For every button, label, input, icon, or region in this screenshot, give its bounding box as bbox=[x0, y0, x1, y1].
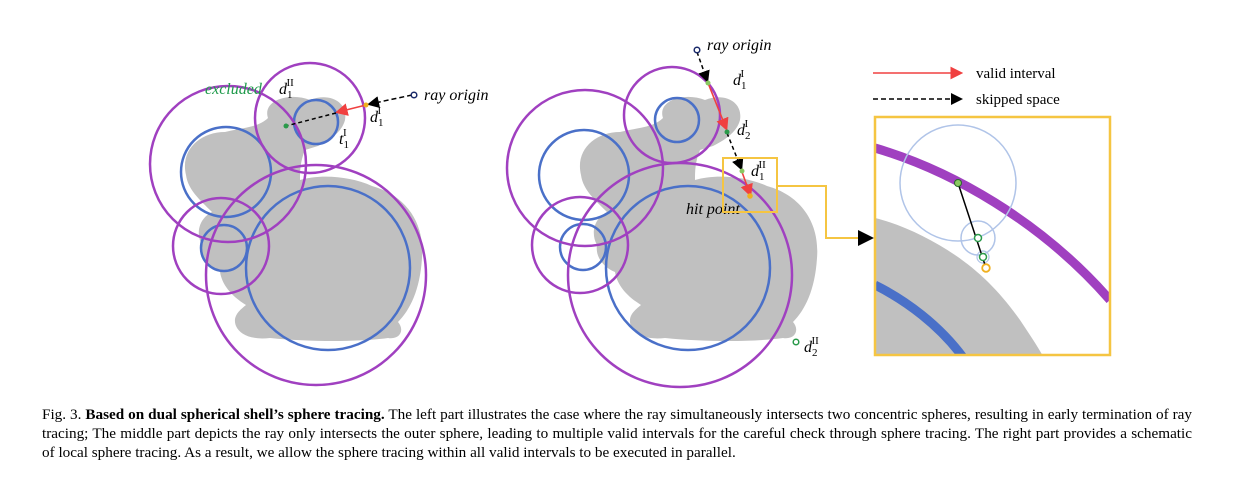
legend-valid-label: valid interval bbox=[976, 66, 1056, 82]
label-mid-d2-I: d2I bbox=[737, 118, 751, 142]
point-t1 bbox=[283, 123, 289, 129]
caption-title: Based on dual spherical shell’s sphere t… bbox=[85, 406, 385, 423]
inner-sphere-body bbox=[179, 125, 273, 219]
label-left-ray-origin: ray origin bbox=[424, 87, 488, 104]
bunny-silhouette-mid bbox=[579, 96, 818, 342]
label-mid-d1-I: d1I bbox=[733, 68, 747, 92]
zoom-panel bbox=[873, 115, 1112, 357]
zoom-frame bbox=[873, 115, 1112, 357]
zoom-point-2 bbox=[973, 233, 983, 243]
outer-sphere-large bbox=[204, 163, 428, 387]
caption-body: The left part illustrates the case where… bbox=[42, 406, 1193, 461]
label-mid-d1-II: d1II bbox=[751, 159, 766, 183]
outer-sphere-paw bbox=[171, 196, 271, 296]
zoom-point-3 bbox=[978, 252, 988, 262]
middle-panel: ray origin d1I d2I d1II hit point d2II bbox=[505, 37, 874, 389]
label-mid-hit-point: hit point bbox=[686, 201, 740, 218]
label-mid-ray-origin: ray origin bbox=[707, 37, 771, 54]
ray-excluded-left bbox=[285, 112, 337, 127]
point-d2-II-mid bbox=[792, 338, 800, 346]
ray-valid-left bbox=[334, 103, 367, 116]
hit-point-mid bbox=[747, 193, 753, 199]
inner-sphere-paw-mid bbox=[558, 222, 608, 272]
label-mid-d2-II: d2II bbox=[804, 335, 819, 359]
label-left-d1-I: d1I bbox=[370, 105, 384, 129]
ray-skip-1 bbox=[696, 51, 710, 83]
ray-valid-2 bbox=[740, 171, 753, 198]
point-d1-I bbox=[363, 102, 369, 108]
zoom-hit-point bbox=[981, 263, 991, 273]
point-d2-I-mid bbox=[724, 129, 730, 135]
zoom-blue-arc bbox=[875, 280, 967, 355]
zoom-surface bbox=[875, 218, 1043, 355]
zoom-connector bbox=[777, 185, 874, 246]
zoom-trace-sphere-2 bbox=[960, 220, 996, 256]
bunny-silhouette bbox=[184, 96, 423, 342]
ray-origin-point bbox=[410, 91, 418, 99]
caption-prefix: Fig. 3. bbox=[42, 406, 82, 423]
label-left-d1-II: d1II bbox=[279, 77, 294, 101]
legend-skipped-label: skipped space bbox=[976, 92, 1060, 108]
point-d1-I-mid bbox=[705, 80, 711, 86]
zoom-trace-sphere-1 bbox=[899, 124, 1017, 242]
figure-caption: Fig. 3. Based on dual spherical shell’s … bbox=[42, 405, 1192, 462]
figure-illustration: excluded d1II d1I t1I ray origin ray ori… bbox=[148, 37, 1112, 389]
inner-sphere-large bbox=[244, 184, 412, 352]
outer-sphere-head bbox=[253, 61, 367, 175]
zoom-purple-arc bbox=[875, 143, 1110, 303]
left-panel: excluded d1II d1I t1I ray origin bbox=[148, 61, 488, 387]
inner-sphere-large-mid bbox=[604, 184, 772, 352]
outer-sphere-body-mid bbox=[505, 88, 665, 248]
ray-skip-2 bbox=[726, 132, 744, 171]
point-d1-II-mid bbox=[739, 168, 745, 174]
inner-sphere-head-mid bbox=[653, 96, 701, 144]
outer-sphere-body bbox=[148, 84, 308, 244]
ray-valid-1 bbox=[707, 82, 729, 131]
zoom-point-1 bbox=[954, 179, 962, 187]
label-excluded: excluded bbox=[205, 81, 263, 98]
legend: valid interval skipped space bbox=[873, 66, 1060, 108]
ray-skipped-left bbox=[367, 94, 413, 108]
label-left-t1-I: t1I bbox=[339, 127, 349, 151]
outer-sphere-paw-mid bbox=[530, 195, 630, 295]
ray-origin-point-mid bbox=[693, 46, 701, 54]
inner-sphere-paw bbox=[199, 223, 249, 273]
zoom-trace-sphere-3 bbox=[976, 250, 990, 264]
